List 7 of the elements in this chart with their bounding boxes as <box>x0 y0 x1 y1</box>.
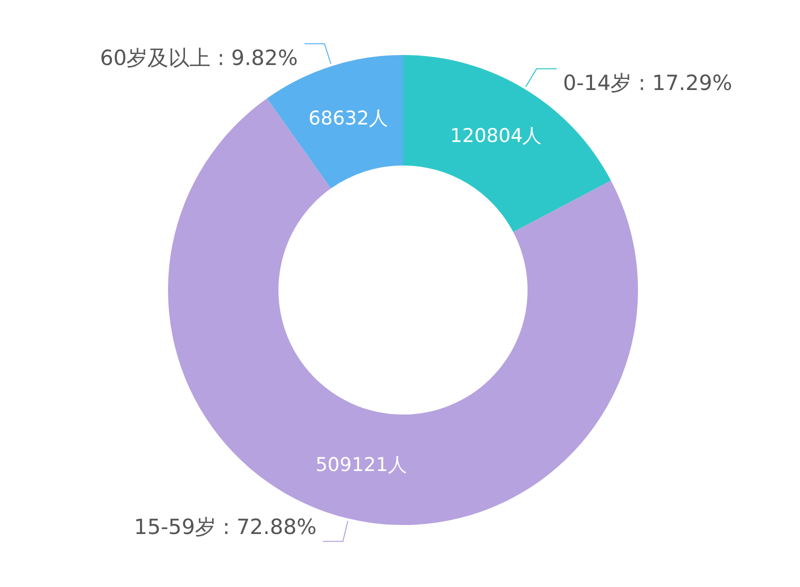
slice-label: 0-14岁 : 17.29% <box>563 71 732 95</box>
slice-label: 15-59岁 : 72.88% <box>134 515 317 539</box>
data-label: 68632人 <box>308 107 388 130</box>
data-label: 509121人 <box>315 454 407 476</box>
data-label: 120804人 <box>450 125 542 148</box>
slice-label: 60岁及以上 : 9.82% <box>100 46 298 70</box>
donut-slice <box>403 55 611 232</box>
